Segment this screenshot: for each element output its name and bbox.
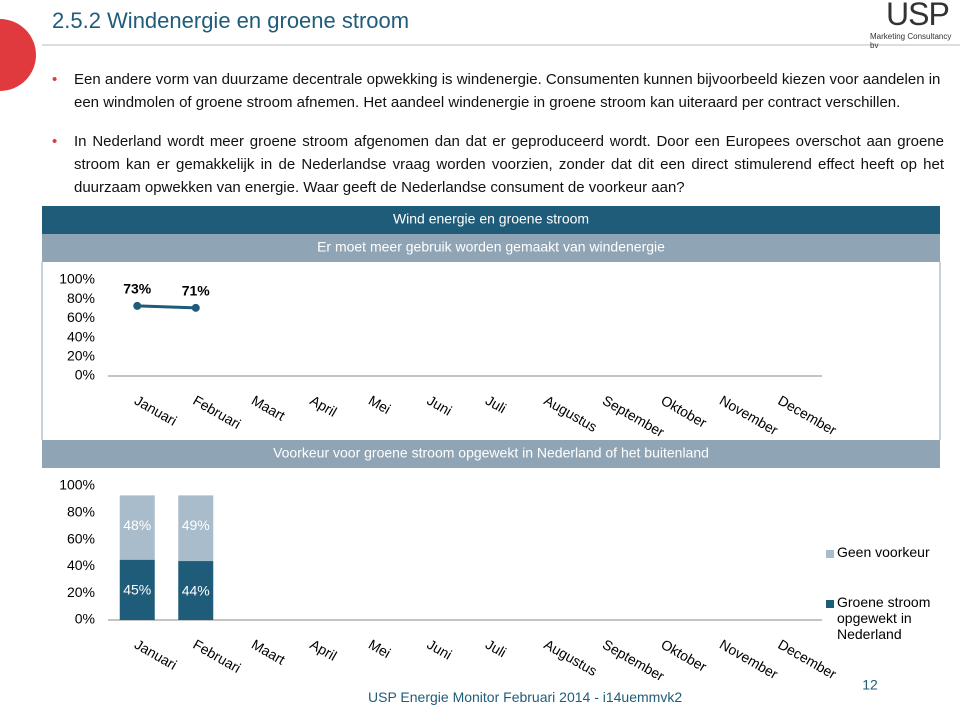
bar-segment [178, 495, 214, 562]
x-tick-label: Juli [483, 392, 509, 416]
legend-label: Groene stroom opgewekt in Nederland [837, 594, 931, 642]
legend-label: Geen voorkeur [837, 544, 930, 560]
x-tick-label: April [307, 636, 339, 664]
data-label: 49% [182, 517, 210, 533]
chart-title: Wind energie en groene stroom [393, 211, 589, 227]
x-tick-label: September [600, 636, 668, 684]
x-tick-label: Juni [424, 392, 454, 419]
data-label: 48% [123, 517, 151, 533]
bar-segment [119, 559, 155, 620]
x-tick-label: Mei [366, 392, 394, 417]
logo-subtitle: Marketing Consultancy bv [870, 32, 952, 50]
x-tick-label: December [775, 636, 839, 682]
y-tick-label: 20% [67, 584, 95, 600]
bullet: Een andere vorm van duurzame decentrale … [52, 68, 944, 114]
y-tick-label: 60% [67, 530, 95, 546]
line [137, 304, 196, 310]
x-tick-label: Maart [249, 636, 288, 668]
chart-title: Voorkeur voor groene stroom opgewekt in … [273, 445, 709, 461]
y-tick-label: 40% [67, 557, 95, 573]
title-band [42, 440, 940, 468]
x-tick-label: Februari [190, 636, 243, 676]
page-title: 2.5.2 Windenergie en groene stroom [52, 8, 410, 33]
y-tick-label: 20% [67, 348, 95, 364]
page-number: 12 [862, 677, 878, 693]
y-tick-label: 100% [59, 477, 95, 493]
title-band [42, 206, 940, 234]
data-label: 71% [182, 283, 211, 299]
bar-segment [119, 495, 155, 560]
x-tick-label: Juli [483, 636, 509, 660]
x-tick-label: Januari [132, 392, 180, 429]
point [133, 301, 142, 310]
x-tick-label: Februari [190, 392, 243, 432]
data-label: 73% [123, 281, 152, 297]
y-tick-label: 40% [67, 328, 95, 344]
x-tick-label: Augustus [541, 636, 600, 679]
x-tick-label: December [775, 392, 839, 438]
y-tick-label: 0% [75, 611, 95, 627]
data-label: 45% [123, 581, 151, 597]
x-tick-label: Januari [132, 636, 180, 673]
data-label: 44% [182, 583, 210, 599]
legend-swatch [826, 550, 834, 558]
chart-subtitle: Er moet meer gebruik worden gemaakt van … [317, 239, 665, 255]
y-tick-label: 0% [75, 367, 95, 383]
x-tick-label: April [307, 392, 339, 420]
x-tick-label: Juni [424, 636, 454, 663]
logo: USP [886, 0, 950, 32]
x-tick-label: Mei [366, 636, 394, 661]
x-tick-label: November [717, 392, 781, 438]
bar-segment [178, 561, 214, 620]
y-tick-label: 60% [67, 309, 95, 325]
y-tick-label: 80% [67, 290, 95, 306]
point [191, 303, 200, 312]
legend-swatch [826, 600, 834, 608]
subtitle-band [42, 234, 940, 262]
x-tick-label: September [600, 392, 668, 440]
y-tick-label: 80% [67, 504, 95, 520]
bullet: In Nederland wordt meer groene stroom af… [52, 130, 944, 199]
footer-text: USP Energie Monitor Februari 2014 - i14u… [368, 689, 683, 705]
x-tick-label: November [717, 636, 781, 682]
x-tick-label: Maart [249, 392, 288, 424]
x-tick-label: Augustus [541, 392, 600, 435]
decor-circle [0, 19, 36, 91]
y-tick-label: 100% [59, 271, 95, 287]
